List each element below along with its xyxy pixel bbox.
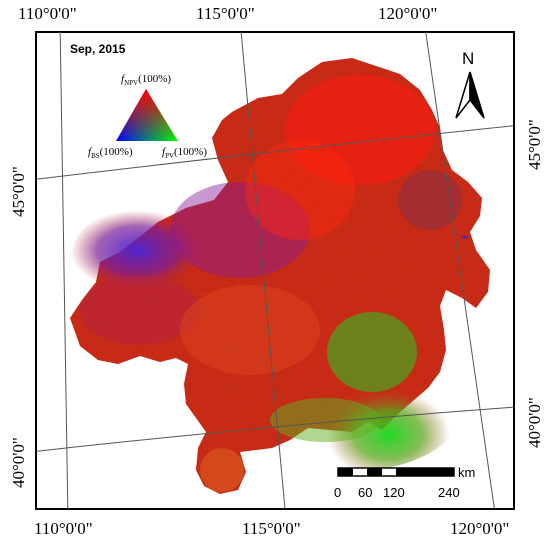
scale-tick-240: 240 (438, 485, 460, 500)
graticule (36, 32, 514, 509)
land-cover-overlay (70, 75, 478, 492)
legend-bs-label: fBS(100%) (88, 146, 133, 160)
meridian-115 (240, 32, 286, 509)
study-area-region (70, 58, 490, 494)
scale-tick-120: 120 (383, 485, 405, 500)
parallel-40 (36, 406, 514, 452)
scale-tick-60: 60 (358, 485, 372, 500)
legend-pv-label: fPV(100%) (162, 146, 207, 160)
scale-tick-0: 0 (334, 485, 341, 500)
lat-label-right-40: 40°0'0" (525, 397, 544, 448)
scale-bar: km 0 60 120 240 (334, 465, 475, 500)
ternary-legend: fNPV(100%) fBS(100%) fPV(100%) (88, 73, 207, 160)
meridian-110 (59, 32, 69, 509)
lon-label-top-120: 120°0'0" (378, 4, 437, 23)
lon-label-bottom-120: 120°0'0" (450, 519, 509, 538)
map-title: Sep, 2015 (70, 42, 126, 56)
lat-label-left-40: 40°0'0" (9, 437, 28, 488)
parallel-45 (36, 125, 514, 180)
meridian-120 (425, 32, 495, 509)
lat-label-left-45: 45°0'0" (9, 166, 28, 217)
legend-npv-label: fNPV(100%) (121, 73, 171, 87)
lon-label-top-110: 110°0'0" (18, 4, 77, 23)
north-arrow: N (455, 49, 485, 119)
lon-label-top-115: 115°0'0" (196, 4, 255, 23)
lon-label-bottom-115: 115°0'0" (242, 519, 301, 538)
north-arrow-label: N (462, 49, 474, 68)
scale-unit: km (458, 465, 475, 480)
lat-label-right-45: 45°0'0" (525, 119, 544, 170)
lon-label-bottom-110: 110°0'0" (34, 519, 93, 538)
